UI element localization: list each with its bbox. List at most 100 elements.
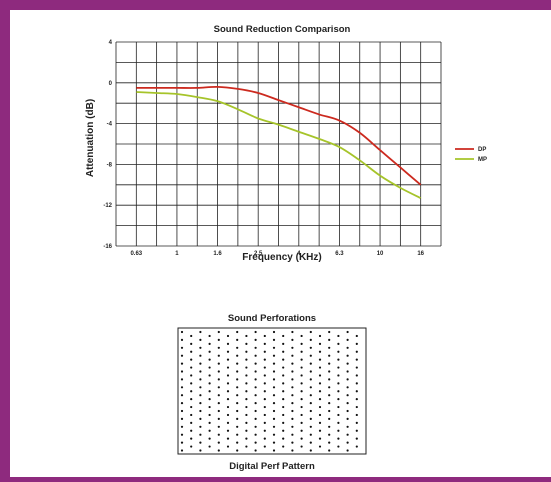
perforation-dot (291, 346, 294, 349)
perforation-dot (300, 366, 303, 369)
perforation-dot (199, 346, 202, 349)
perforation-caption: Digital Perf Pattern (229, 461, 315, 472)
perforation-dot (236, 338, 239, 341)
perforation-dot (263, 421, 266, 424)
perforation-dot (217, 338, 220, 341)
perforation-dot (337, 390, 340, 393)
perforation-dot (355, 437, 358, 440)
perforation-dot (272, 386, 276, 389)
perforation-dot (208, 405, 211, 409)
perforation-dot (272, 354, 276, 357)
perforation-dot (226, 374, 230, 377)
perforation-dot (300, 382, 303, 385)
perforation-dot (291, 394, 294, 397)
perforation-dot (263, 405, 266, 409)
perforation-dot (272, 433, 276, 436)
perforation-dot (309, 338, 312, 341)
perforation-dot (282, 334, 285, 338)
perforation-dot (282, 398, 285, 401)
perforation-dot (190, 405, 193, 409)
perforation-sample (177, 327, 367, 455)
perforation-dot (217, 433, 220, 436)
chart-legend: DP MP (455, 147, 487, 163)
perforation-dot (245, 429, 248, 432)
perforation-dot (300, 405, 303, 409)
perforation-dot (180, 441, 184, 444)
perforation-dot (300, 342, 303, 345)
perforation-dot (309, 417, 312, 420)
x-axis-label: Frequency (KHz) (242, 252, 321, 263)
perforation-dot (346, 346, 349, 349)
perforation-dot (245, 405, 248, 409)
perforation-dot (254, 449, 257, 452)
perforation-dot (337, 366, 340, 369)
perforation-dot (180, 425, 184, 428)
perforation-dot (208, 445, 211, 448)
perforation-dot (328, 346, 331, 349)
y-tick-label: -12 (103, 203, 112, 209)
perforation-dot (346, 402, 349, 405)
perforation-dot (346, 425, 349, 428)
perforation-dot (226, 413, 230, 417)
perforation-dot (226, 421, 230, 424)
perforation-dot (328, 394, 331, 397)
perforation-dot (190, 358, 193, 361)
perforation-dot (291, 409, 294, 413)
perforation-dot (355, 413, 358, 417)
perforation-dot (300, 413, 303, 417)
perforation-dot (226, 445, 230, 448)
perforation-dot (318, 350, 322, 353)
perforation-dot (199, 417, 202, 420)
perforation-dot (355, 366, 358, 369)
x-tick-label: 2.5 (254, 251, 263, 257)
perforation-dot (337, 421, 340, 424)
perforation-dot (199, 386, 202, 389)
perforation-dot (217, 362, 220, 365)
perforation-dot (254, 370, 257, 373)
perforation-dot (272, 417, 276, 420)
perforation-dot (328, 338, 331, 341)
x-tick-label: 6.3 (335, 251, 344, 257)
perforation-dot (190, 421, 193, 424)
perforation-dot (226, 366, 230, 369)
perforation-dot (217, 402, 220, 405)
perforation-dot (291, 441, 294, 444)
perforation-dot (300, 374, 303, 377)
perforation-dot (309, 441, 312, 444)
perforation-dot (328, 425, 331, 428)
perforation-dot (337, 429, 340, 432)
perforation-dot (236, 330, 239, 334)
perforation-dot (309, 425, 312, 428)
perforation-dot (208, 358, 211, 361)
perforation-dot (226, 398, 230, 401)
perforation-dot (254, 425, 257, 428)
perforation-dot (190, 334, 193, 338)
perforation-dot (245, 390, 248, 393)
perforation-dot (282, 350, 285, 353)
perforation-dot (217, 346, 220, 349)
perforation-dot (300, 437, 303, 440)
perforation-dot (180, 354, 184, 357)
perforation-dot (272, 346, 276, 349)
perforation-dot (217, 354, 220, 357)
perforation-dot (217, 370, 220, 373)
perforation-dot (226, 382, 230, 385)
perforation-dot (208, 350, 211, 353)
perforation-dot (245, 413, 248, 417)
perforation-dot (236, 417, 239, 420)
perforation-dot (300, 398, 303, 401)
perforation-dot (199, 402, 202, 405)
perforation-dot (236, 378, 239, 381)
perforation-dot (328, 330, 331, 334)
perforation-dot (226, 350, 230, 353)
perforation-dot (208, 342, 211, 345)
perforation-dot (190, 398, 193, 401)
perforation-dot (328, 378, 331, 381)
x-tick-label: 16 (417, 251, 424, 257)
chart-series (136, 85, 422, 199)
perforation-dot (337, 405, 340, 409)
perforation-dot (318, 358, 322, 361)
y-tick-label: -8 (107, 162, 113, 168)
perforation-dot (180, 417, 184, 420)
perforation-dot (208, 390, 211, 393)
